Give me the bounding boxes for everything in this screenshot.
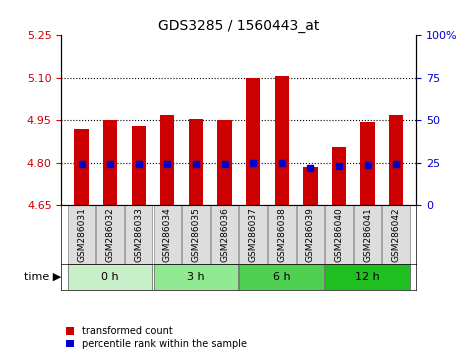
FancyBboxPatch shape — [325, 264, 410, 290]
FancyBboxPatch shape — [325, 205, 353, 264]
Title: GDS3285 / 1560443_at: GDS3285 / 1560443_at — [158, 19, 320, 33]
Bar — [389, 115, 403, 205]
Text: GSM286042: GSM286042 — [392, 207, 401, 262]
Bar — [218, 120, 232, 205]
Bar — [332, 147, 346, 205]
Text: GSM286038: GSM286038 — [277, 207, 286, 262]
Text: GSM286033: GSM286033 — [134, 207, 143, 262]
FancyBboxPatch shape — [96, 205, 124, 264]
Text: GSM286040: GSM286040 — [334, 207, 343, 262]
Text: GSM286034: GSM286034 — [163, 207, 172, 262]
FancyBboxPatch shape — [154, 264, 238, 290]
Bar — [303, 167, 317, 205]
Bar — [189, 119, 203, 205]
Bar — [131, 126, 146, 205]
FancyBboxPatch shape — [154, 205, 181, 264]
Bar — [275, 76, 289, 205]
FancyBboxPatch shape — [182, 205, 210, 264]
FancyBboxPatch shape — [383, 205, 410, 264]
FancyBboxPatch shape — [239, 205, 267, 264]
FancyBboxPatch shape — [297, 205, 324, 264]
Text: GSM286035: GSM286035 — [192, 207, 201, 262]
FancyBboxPatch shape — [239, 264, 324, 290]
FancyBboxPatch shape — [354, 205, 381, 264]
Bar — [360, 122, 375, 205]
Bar — [103, 120, 117, 205]
Text: GSM286031: GSM286031 — [77, 207, 86, 262]
Text: 6 h: 6 h — [273, 272, 290, 282]
Text: 3 h: 3 h — [187, 272, 205, 282]
FancyBboxPatch shape — [268, 205, 296, 264]
Text: GSM286036: GSM286036 — [220, 207, 229, 262]
Text: GSM286032: GSM286032 — [105, 207, 114, 262]
Text: time ▶: time ▶ — [24, 272, 61, 282]
Legend: transformed count, percentile rank within the sample: transformed count, percentile rank withi… — [66, 326, 247, 349]
FancyBboxPatch shape — [68, 264, 152, 290]
FancyBboxPatch shape — [68, 205, 95, 264]
Text: GSM286039: GSM286039 — [306, 207, 315, 262]
Text: 0 h: 0 h — [101, 272, 119, 282]
Bar — [246, 78, 260, 205]
Text: 12 h: 12 h — [355, 272, 380, 282]
Text: GSM286037: GSM286037 — [249, 207, 258, 262]
FancyBboxPatch shape — [125, 205, 152, 264]
Text: GSM286041: GSM286041 — [363, 207, 372, 262]
Bar — [74, 129, 88, 205]
Bar — [160, 115, 175, 205]
FancyBboxPatch shape — [211, 205, 238, 264]
